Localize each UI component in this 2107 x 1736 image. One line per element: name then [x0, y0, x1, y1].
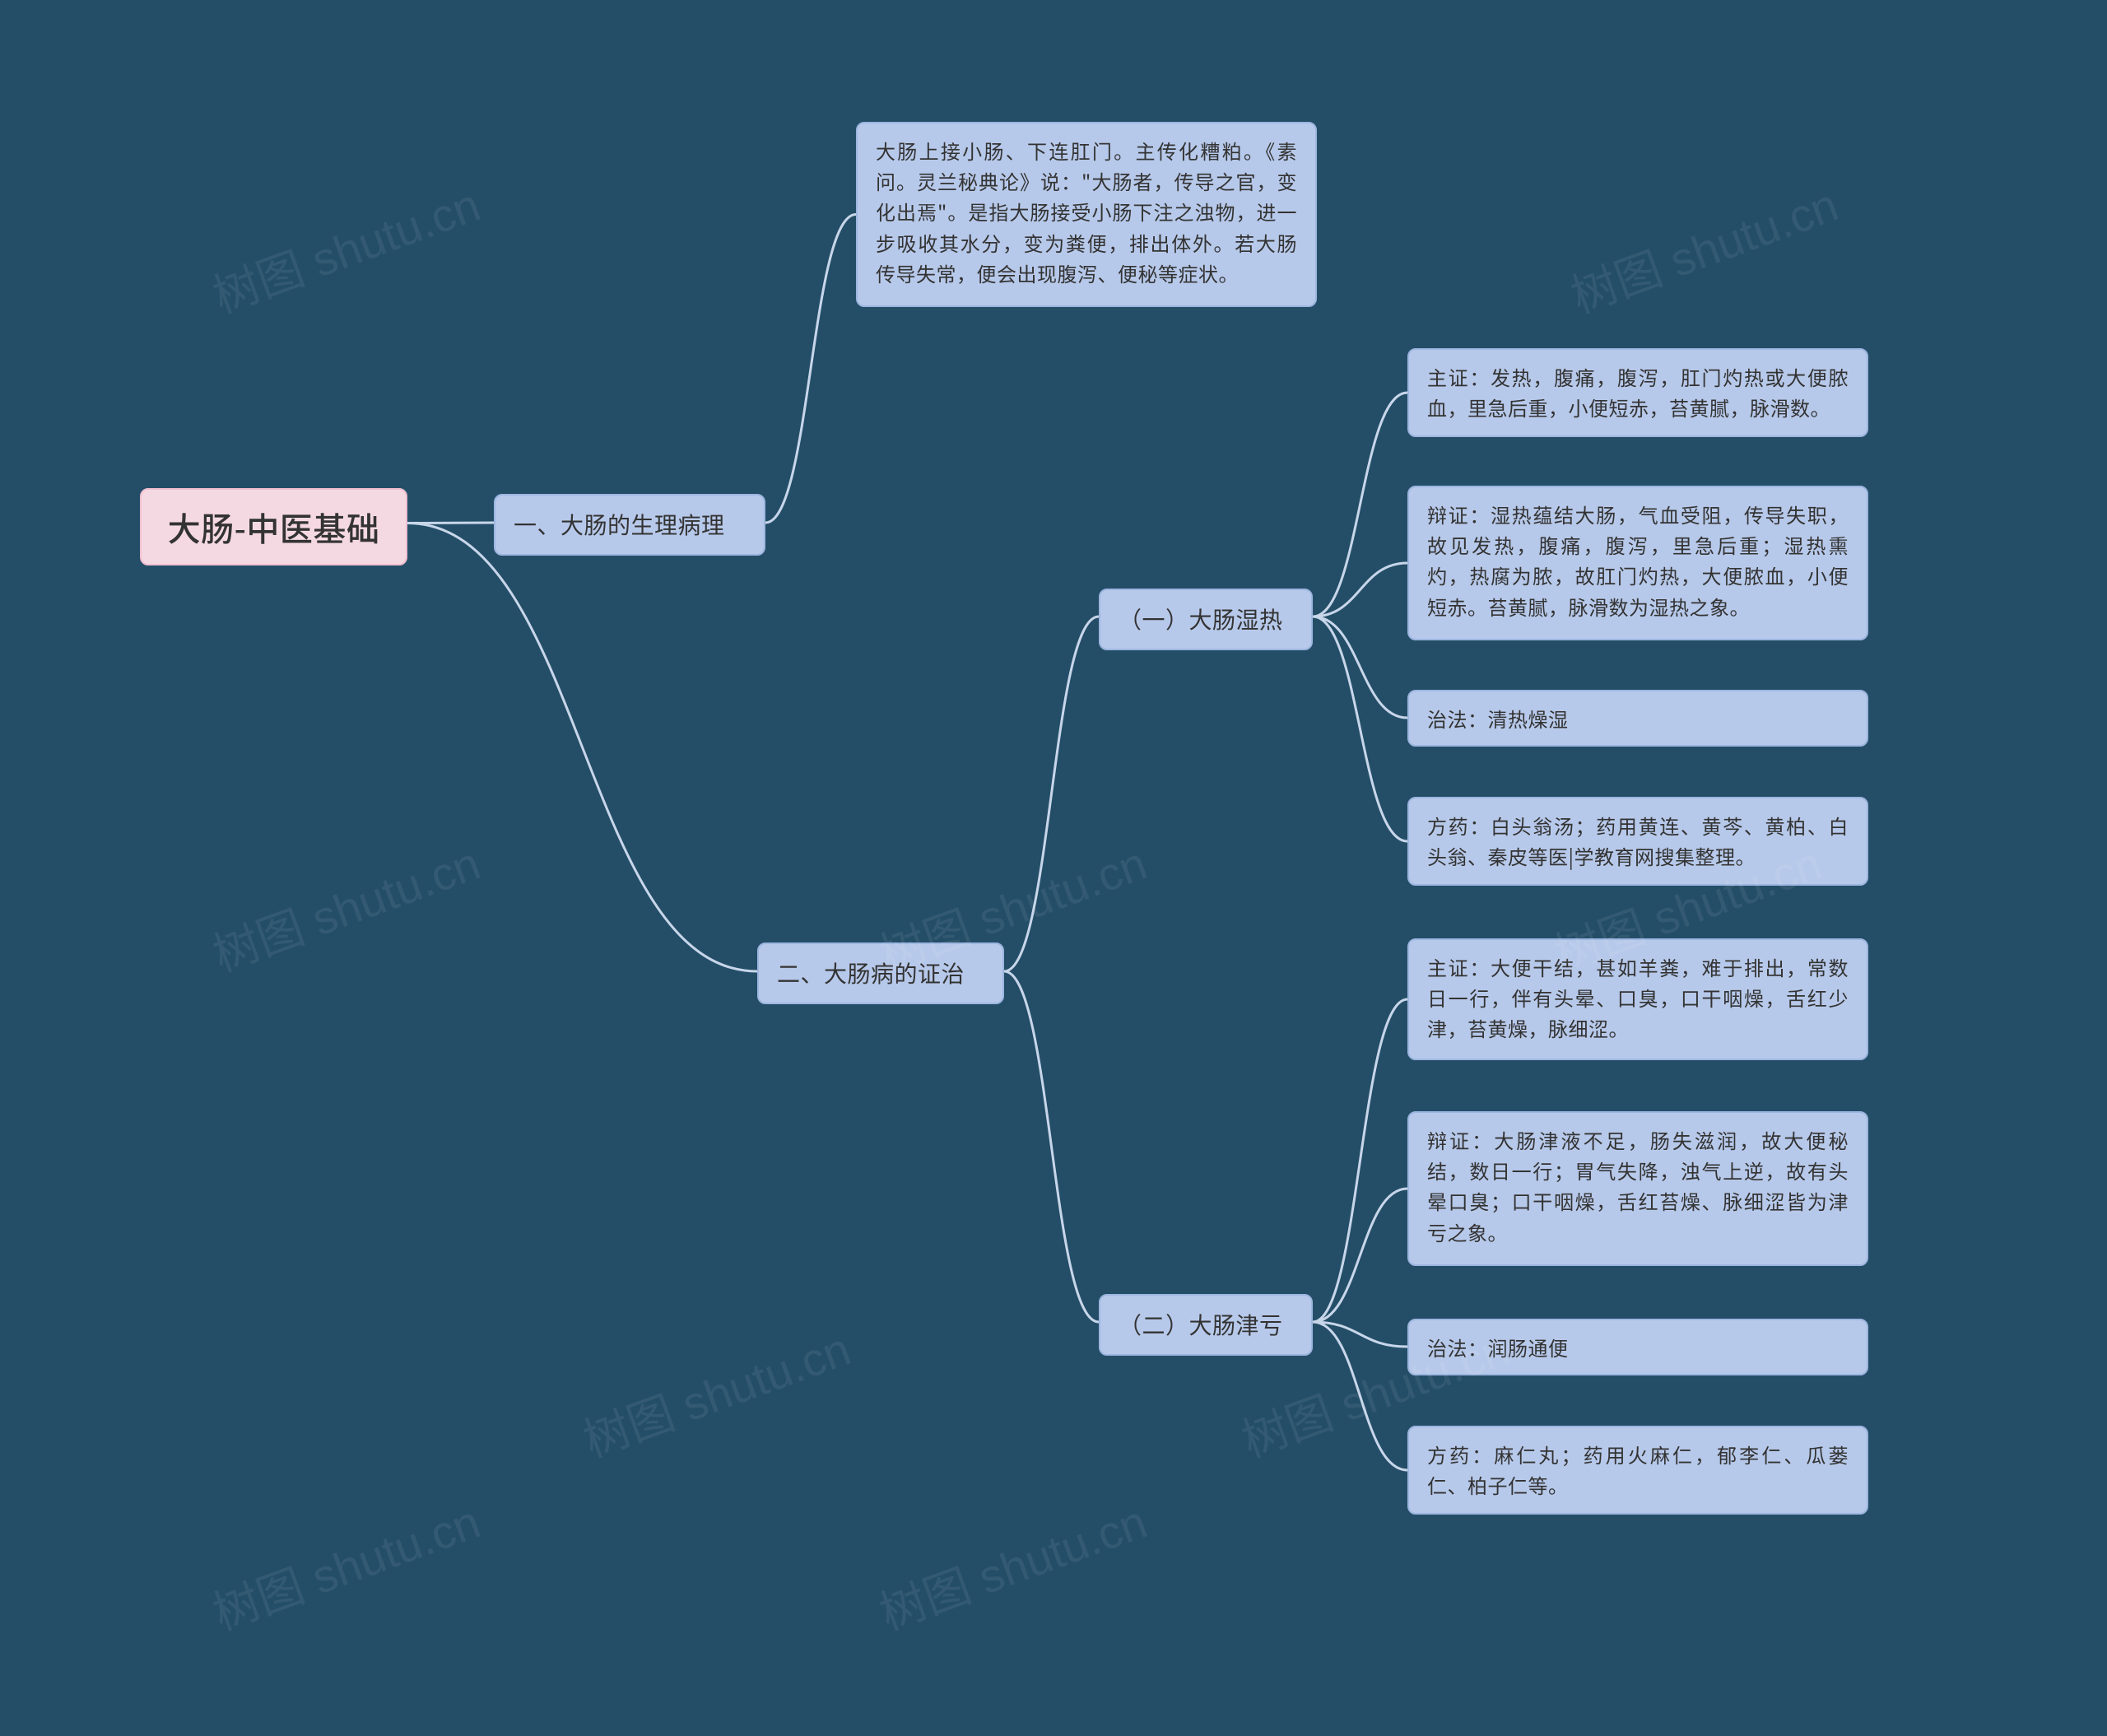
leaf-fd-diag[interactable]: 辩证：大肠津液不足，肠失滋润，故大便秘结，数日一行；胃气失降，浊气上逆，故有头晕… [1407, 1111, 1868, 1266]
root-node-label: 大肠-中医基础 [168, 501, 380, 552]
watermark-7: 树图 shutu.cn [202, 1485, 488, 1643]
watermark-1: 树图 shutu.cn [1560, 168, 1846, 326]
branch-physiology[interactable]: 一、大肠的生理病理 [494, 494, 765, 556]
leaf-dh-treat-label: 治法：清热燥湿 [1427, 703, 1569, 733]
root-node[interactable]: 大肠-中医基础 [140, 488, 407, 565]
leaf-dh-rx-label: 方药：白头翁汤；药用黄连、黄芩、黄柏、白头翁、秦皮等医|学教育网搜集整理。 [1427, 810, 1849, 871]
leaf-fd-treat[interactable]: 治法：润肠通便 [1407, 1319, 1868, 1375]
leaf-physiology-desc-label: 大肠上接小肠、下连肛门。主传化糟粕。《素问。灵兰秘典论》说："大肠者，传导之官，… [876, 135, 1297, 288]
branch-treatment-label: 二、大肠病的证治 [777, 956, 965, 991]
mindmap-canvas: 大肠-中医基础 一、大肠的生理病理二、大肠病的证治 大肠上接小肠、下连肛门。主传化糟… [0, 0, 2107, 1736]
branch-physiology-label: 一、大肠的生理病理 [514, 507, 725, 542]
branch-fluid-def[interactable]: （二）大肠津亏 [1099, 1294, 1313, 1356]
watermark-5: 树图 shutu.cn [573, 1312, 858, 1470]
leaf-fd-main-label: 主证：大便干结，甚如羊粪，难于排出，常数日一行，伴有头晕、口臭，口干咽燥，舌红少… [1427, 952, 1849, 1044]
leaf-dh-main-label: 主证：发热，腹痛，腹泻，肛门灼热或大便脓血，里急后重，小便短赤，苔黄腻，脉滑数。 [1427, 361, 1849, 422]
leaf-physiology-desc[interactable]: 大肠上接小肠、下连肛门。主传化糟粕。《素问。灵兰秘典论》说："大肠者，传导之官，… [856, 122, 1317, 307]
watermark-8: 树图 shutu.cn [869, 1485, 1155, 1643]
leaf-dh-diag-label: 辩证：湿热蕴结大肠，气血受阻，传导失职，故见发热，腹痛，腹泻，里急后重；湿热熏灼… [1427, 499, 1849, 621]
watermark-0: 树图 shutu.cn [202, 168, 488, 326]
leaf-fd-diag-label: 辩证：大肠津液不足，肠失滋润，故大便秘结，数日一行；胃气失降，浊气上逆，故有头晕… [1427, 1124, 1849, 1247]
leaf-fd-rx-label: 方药：麻仁丸；药用火麻仁，郁李仁、瓜蒌仁、柏子仁等。 [1427, 1439, 1849, 1500]
branch-treatment[interactable]: 二、大肠病的证治 [757, 942, 1004, 1004]
branch-damp-heat-label: （一）大肠湿热 [1119, 602, 1283, 637]
leaf-dh-diag[interactable]: 辩证：湿热蕴结大肠，气血受阻，传导失职，故见发热，腹痛，腹泻，里急后重；湿热熏灼… [1407, 486, 1868, 640]
leaf-fd-treat-label: 治法：润肠通便 [1427, 1332, 1569, 1362]
branch-fluid-def-label: （二）大肠津亏 [1119, 1307, 1283, 1343]
leaf-fd-main[interactable]: 主证：大便干结，甚如羊粪，难于排出，常数日一行，伴有头晕、口臭，口干咽燥，舌红少… [1407, 938, 1868, 1060]
leaf-dh-rx[interactable]: 方药：白头翁汤；药用黄连、黄芩、黄柏、白头翁、秦皮等医|学教育网搜集整理。 [1407, 797, 1868, 886]
leaf-dh-treat[interactable]: 治法：清热燥湿 [1407, 690, 1868, 747]
watermark-2: 树图 shutu.cn [202, 826, 488, 984]
branch-damp-heat[interactable]: （一）大肠湿热 [1099, 589, 1313, 650]
leaf-fd-rx[interactable]: 方药：麻仁丸；药用火麻仁，郁李仁、瓜蒌仁、柏子仁等。 [1407, 1426, 1868, 1515]
leaf-dh-main[interactable]: 主证：发热，腹痛，腹泻，肛门灼热或大便脓血，里急后重，小便短赤，苔黄腻，脉滑数。 [1407, 348, 1868, 437]
